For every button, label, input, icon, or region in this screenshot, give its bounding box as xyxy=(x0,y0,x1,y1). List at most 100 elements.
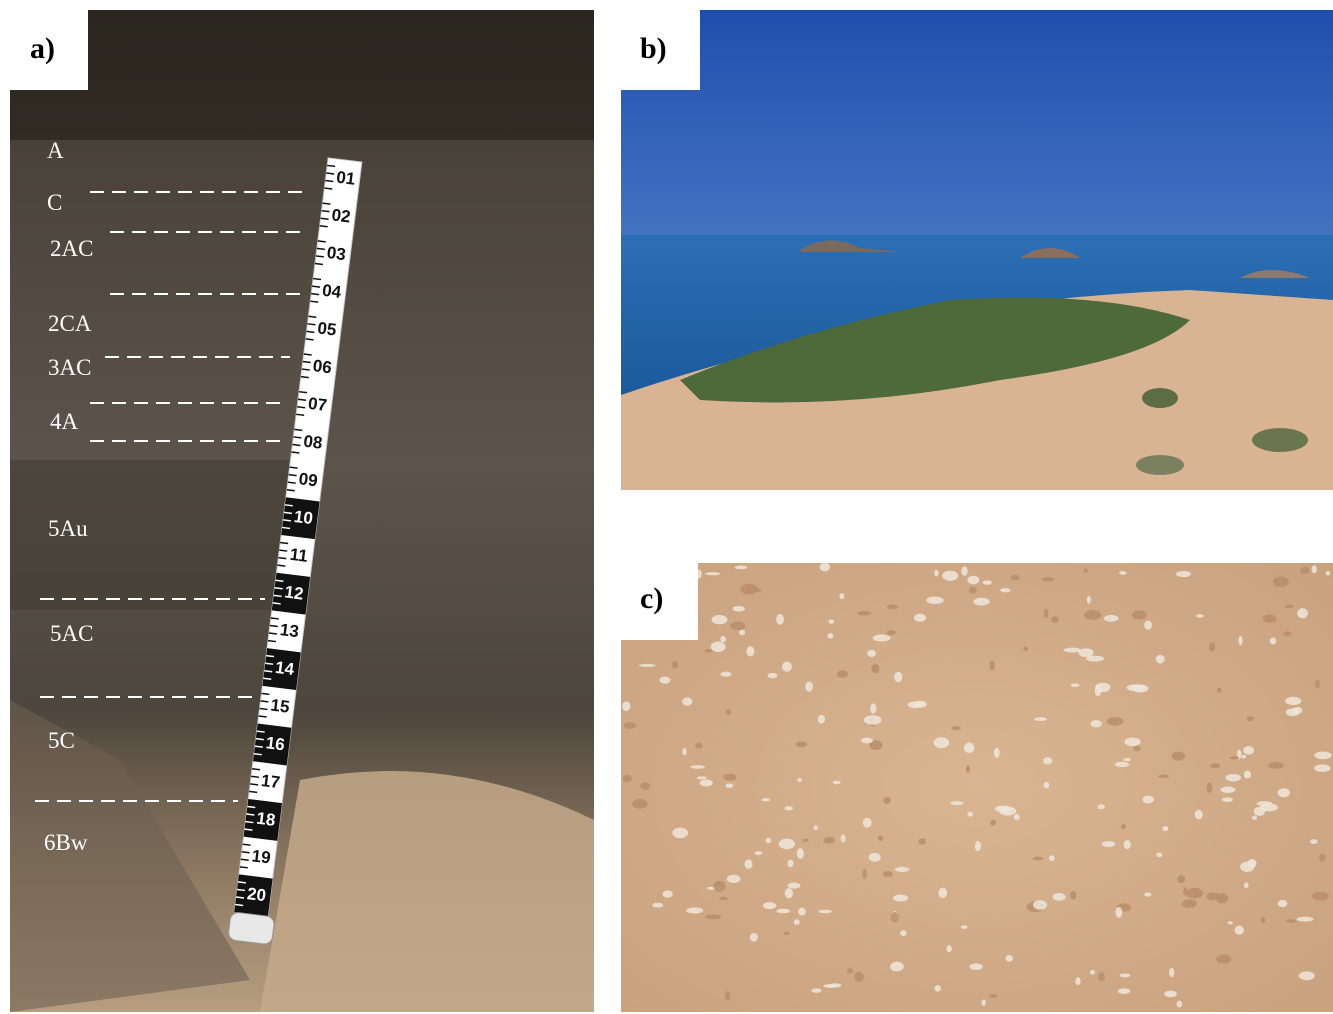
shell xyxy=(652,903,663,908)
ruler-tick xyxy=(289,475,297,476)
ruler-tick xyxy=(251,776,259,777)
shell xyxy=(784,932,790,935)
ruler-tick xyxy=(303,362,311,363)
ruler-tick xyxy=(260,701,268,702)
shell xyxy=(967,576,979,585)
shell xyxy=(632,799,648,809)
horizon-label: 2AC xyxy=(50,236,93,261)
shell xyxy=(1222,797,1233,802)
ruler-tick xyxy=(241,859,249,860)
ruler-tick xyxy=(285,505,293,506)
shell xyxy=(871,664,879,673)
horizon-label: 3AC xyxy=(48,355,91,380)
shell xyxy=(1006,955,1013,962)
shell xyxy=(1044,782,1050,789)
horizon-label: 6Bw xyxy=(44,830,88,855)
ruler-tick xyxy=(307,324,315,325)
shell xyxy=(1177,875,1185,883)
shell xyxy=(828,619,834,623)
ruler-tick xyxy=(294,429,302,430)
shell xyxy=(1254,807,1265,816)
shell xyxy=(787,860,793,867)
shell xyxy=(878,835,883,841)
shell xyxy=(864,715,882,725)
shell xyxy=(690,765,705,769)
shell xyxy=(823,837,835,844)
shell xyxy=(946,945,951,952)
shell xyxy=(1176,571,1191,577)
ruler-tick xyxy=(321,218,329,219)
shell xyxy=(914,701,927,708)
shell xyxy=(659,677,670,684)
ruler-number: 06 xyxy=(312,356,333,377)
ruler-number: 13 xyxy=(279,620,300,641)
shell xyxy=(973,598,989,606)
horizon-label: 5Au xyxy=(48,516,88,541)
shell xyxy=(797,778,802,782)
ruler-tick xyxy=(236,897,244,898)
ruler-roll xyxy=(228,912,275,945)
ruler-tick xyxy=(277,565,285,566)
shell xyxy=(1033,900,1047,910)
ruler-tick xyxy=(311,294,319,295)
shell xyxy=(1312,565,1317,573)
shell xyxy=(934,737,949,748)
shell xyxy=(1210,763,1220,768)
shell xyxy=(1206,783,1212,793)
shell xyxy=(1158,775,1169,779)
ruler-tick xyxy=(317,248,325,249)
shell xyxy=(1115,907,1122,918)
shell xyxy=(1011,575,1020,581)
shell xyxy=(1314,764,1330,772)
shell xyxy=(750,933,758,942)
ruler-tick xyxy=(261,693,269,694)
shell xyxy=(1132,610,1147,619)
shell xyxy=(711,642,726,652)
shell xyxy=(1209,642,1215,651)
shell xyxy=(1102,841,1115,847)
shell xyxy=(1238,636,1242,646)
shell xyxy=(1014,814,1020,820)
shell xyxy=(1044,609,1049,619)
ruler-tick xyxy=(276,580,284,581)
shell xyxy=(1284,605,1293,609)
shell xyxy=(1164,990,1177,997)
shell xyxy=(895,867,909,872)
shell xyxy=(1268,762,1284,769)
shell xyxy=(1123,758,1131,761)
shell xyxy=(1226,774,1241,782)
horizon-label: A xyxy=(47,138,64,163)
ruler-number: 16 xyxy=(265,733,286,754)
ruler-tick xyxy=(252,769,260,770)
ruler-number: 05 xyxy=(316,318,337,339)
shell xyxy=(1042,577,1055,581)
shell xyxy=(883,797,891,804)
shell xyxy=(785,888,793,898)
shell xyxy=(733,606,745,612)
ruler-tick xyxy=(243,844,251,845)
horizon-label: 5AC xyxy=(50,621,93,646)
shell xyxy=(682,697,692,705)
ruler-tick xyxy=(322,203,330,204)
shell xyxy=(1032,857,1043,861)
shell xyxy=(1230,756,1239,759)
shell xyxy=(725,991,730,1001)
shell xyxy=(803,839,809,842)
shell xyxy=(763,902,776,909)
ruler-tick xyxy=(279,550,287,551)
shell xyxy=(1079,648,1094,657)
shell xyxy=(969,586,977,593)
ruler-tick xyxy=(245,822,253,823)
shell xyxy=(867,650,876,657)
shell xyxy=(1240,862,1254,872)
shell xyxy=(1091,720,1102,727)
shell xyxy=(805,681,813,691)
ruler-tick xyxy=(299,392,307,393)
ruler-tick xyxy=(242,852,250,853)
shell xyxy=(1104,615,1118,622)
shell xyxy=(784,806,793,810)
ruler-tick xyxy=(312,286,320,287)
ruler-tick xyxy=(245,829,253,830)
shell xyxy=(704,649,712,652)
ruler-tick xyxy=(293,437,301,438)
